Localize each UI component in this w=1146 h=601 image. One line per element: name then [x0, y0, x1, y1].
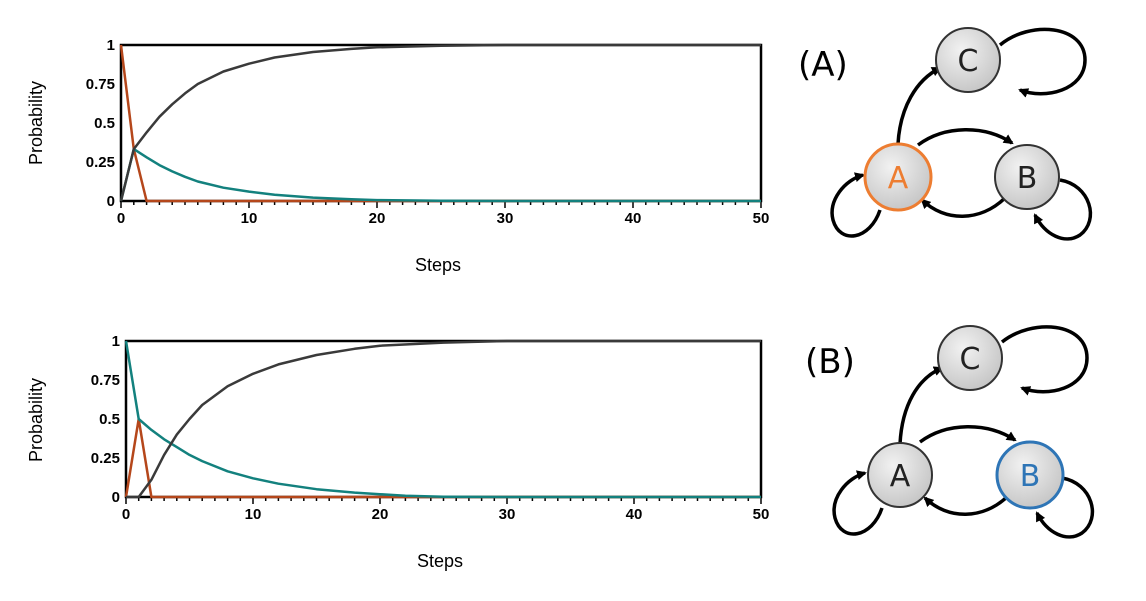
- node-c: C: [937, 325, 1003, 391]
- node-label-b: B: [1020, 459, 1041, 494]
- node-label-b: B: [1017, 161, 1038, 196]
- y-axis-label: Probability: [26, 378, 46, 462]
- plot-frame: [119, 43, 763, 203]
- series-lines: [124, 339, 761, 499]
- edge-a-to-c: [898, 366, 944, 445]
- chart-bottom: Probability Steps 0 0.25 0.5 0.75 1 0 10 20 30 4…: [26, 333, 769, 571]
- edge-b-to-a: [923, 494, 1010, 516]
- edge-a-to-c: [896, 66, 942, 145]
- edge-b-to-a: [920, 196, 1007, 218]
- x-tick-label: 40: [626, 506, 643, 523]
- node-label-a: A: [888, 161, 909, 196]
- chart-top: Probability Steps 0 0.25 0.5 0.75 1 0 10 20 30 4…: [26, 37, 769, 275]
- x-tick-label: 30: [497, 210, 514, 227]
- y-tick-label: 0.5: [94, 115, 115, 132]
- y-tick-label: 0: [107, 193, 115, 210]
- series-line-brown: [119, 44, 761, 203]
- x-tick-label: 10: [241, 210, 258, 227]
- node-b: B: [995, 440, 1065, 510]
- x-tick-label: 50: [753, 210, 770, 227]
- y-tick-label: 0.5: [99, 411, 120, 428]
- node-label-a: A: [890, 459, 911, 494]
- y-tick-label: 1: [107, 37, 115, 54]
- panel-label: (A): [798, 45, 848, 85]
- y-ticks: 0 0.25 0.5 0.75 1: [91, 333, 120, 506]
- x-tick-label: 0: [122, 506, 130, 523]
- y-tick-label: 0.75: [86, 76, 115, 93]
- x-tick-label: 0: [117, 210, 125, 227]
- x-tick-label: 40: [625, 210, 642, 227]
- node-c: C: [935, 27, 1001, 93]
- node-label-c: C: [960, 342, 981, 377]
- y-tick-label: 0.25: [86, 154, 115, 171]
- x-tick-label: 30: [499, 506, 516, 523]
- node-label-c: C: [958, 44, 979, 79]
- state-diagram-a: (A) C A B: [798, 27, 1092, 241]
- self-loop-b: [1035, 476, 1094, 539]
- x-ticks: 0 10 20 30 40 50: [122, 506, 770, 523]
- plot-frame: [124, 339, 763, 499]
- y-tick-label: 0: [112, 489, 120, 506]
- x-axis-label: Steps: [417, 551, 463, 571]
- x-axis-label: Steps: [415, 255, 461, 275]
- series-line-brown: [124, 417, 761, 499]
- x-ticks: 0 10 20 30 40 50: [117, 210, 770, 227]
- self-loop-a: [832, 470, 884, 536]
- x-tick-label: 20: [369, 210, 386, 227]
- y-tick-label: 0.25: [91, 450, 120, 467]
- node-b: B: [994, 144, 1060, 210]
- self-loop-b: [1033, 178, 1092, 241]
- edge-a-to-b: [918, 425, 1017, 444]
- edge-a-to-b: [916, 128, 1014, 147]
- y-tick-label: 0.75: [91, 372, 120, 389]
- y-tick-label: 1: [112, 333, 120, 350]
- panel-label: (B): [805, 342, 855, 382]
- series-line-teal: [124, 340, 761, 499]
- series-line-teal: [119, 147, 761, 203]
- self-loop-c: [1000, 325, 1089, 396]
- self-loop-c: [998, 27, 1087, 98]
- series-line-gray: [119, 43, 761, 202]
- series-lines: [119, 43, 761, 203]
- x-tick-label: 50: [753, 506, 770, 523]
- x-tick-label: 20: [372, 506, 389, 523]
- self-loop-a: [830, 172, 882, 238]
- state-diagram-b: (B) C A B: [805, 325, 1094, 539]
- y-axis-label: Probability: [26, 81, 46, 165]
- node-a: A: [863, 142, 933, 212]
- series-line-gray: [126, 339, 761, 499]
- node-a: A: [867, 442, 933, 508]
- x-tick-label: 10: [245, 506, 262, 523]
- y-ticks: 0 0.25 0.5 0.75 1: [86, 37, 115, 210]
